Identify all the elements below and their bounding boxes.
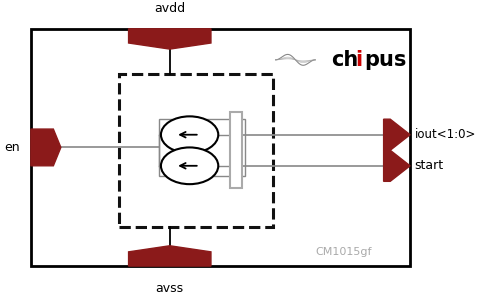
Text: en: en: [4, 141, 20, 154]
Text: CM1015gf: CM1015gf: [316, 247, 372, 257]
Polygon shape: [129, 246, 211, 266]
Polygon shape: [129, 29, 211, 49]
Text: avss: avss: [156, 281, 184, 295]
Text: iout<1:0>: iout<1:0>: [415, 128, 476, 141]
Text: ch: ch: [331, 50, 358, 70]
Circle shape: [161, 147, 218, 184]
Text: pus: pus: [364, 50, 406, 70]
Bar: [159, 119, 245, 176]
Polygon shape: [384, 119, 410, 150]
Text: start: start: [415, 159, 444, 172]
Circle shape: [161, 116, 218, 153]
Text: i: i: [355, 50, 362, 70]
Text: avdd: avdd: [154, 2, 185, 15]
Polygon shape: [31, 129, 61, 166]
Bar: [31, 29, 410, 266]
Polygon shape: [384, 150, 410, 181]
Bar: [119, 74, 274, 226]
Bar: [230, 112, 242, 188]
